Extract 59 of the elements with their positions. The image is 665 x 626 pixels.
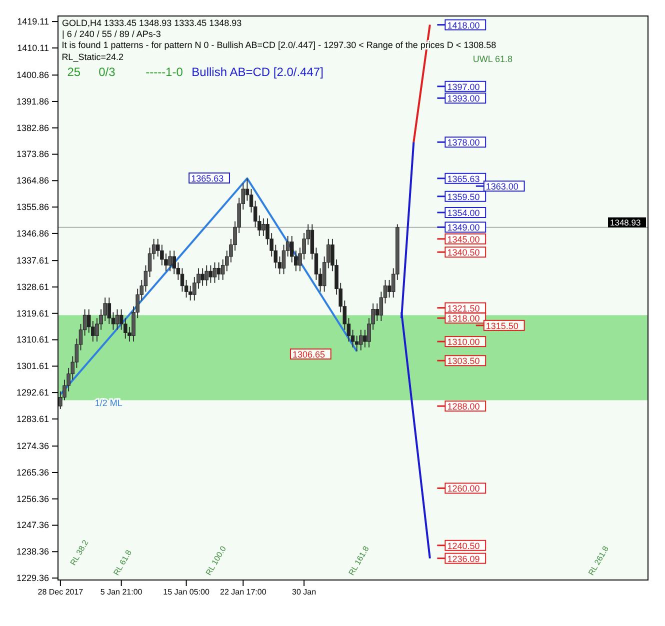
y-tick-label: 1283.61	[16, 414, 49, 424]
ref-line-label: 1240.50	[447, 540, 480, 551]
text: | 6 / 240 / 55 / 89 / APs-3	[62, 29, 161, 39]
ref-line-label: 1348.93	[610, 217, 641, 228]
annotation: 1/2 ML	[94, 398, 122, 408]
y-tick-label: 1301.61	[16, 361, 49, 372]
ref-line-label: 1315.50	[486, 320, 518, 331]
y-tick-label: 1328.61	[16, 282, 49, 292]
ref-line-label: 1363.00	[486, 182, 518, 192]
y-tick-label: 1382.86	[16, 122, 49, 133]
x-tick-label: 5 Jan 21:00	[100, 588, 143, 597]
ref-line-label: 1365.63	[447, 174, 480, 184]
y-tick-label: 1400.86	[16, 70, 49, 80]
annotation: 25	[67, 65, 81, 79]
y-tick-label: 1373.86	[16, 149, 49, 160]
y-tick-label: 1256.36	[16, 494, 49, 504]
ref-line-label: 1310.00	[447, 337, 480, 348]
annotation: RL_Static=24.2	[62, 52, 124, 62]
ref-line-label: 1340.50	[447, 248, 480, 258]
y-tick-label: 1238.36	[16, 546, 49, 557]
ref-line-label: 1321.50	[447, 303, 480, 314]
x-tick-label: 22 Jan 17:00	[220, 588, 267, 597]
ref-line-label: 1260.00	[447, 484, 480, 494]
y-tick-label: 1391.86	[16, 96, 49, 106]
ref-line-label: 1354.00	[447, 208, 480, 218]
ref-line-label: 1303.50	[447, 356, 480, 366]
y-tick-label: 1364.86	[16, 176, 49, 186]
y-tick-label: 1355.86	[16, 202, 49, 212]
ref-line-label: 1349.00	[447, 222, 480, 233]
ref-line-label: 1397.00	[447, 82, 480, 92]
y-tick-label: 1229.36	[16, 572, 49, 583]
annotation: 0/3	[98, 65, 116, 79]
annotation: 1365.63	[191, 174, 224, 184]
y-tick-label: 1265.36	[16, 467, 49, 478]
ref-line-label: 1345.00	[447, 234, 480, 244]
y-tick-label: 1337.61	[16, 255, 49, 266]
y-tick-label: 1346.86	[16, 228, 49, 238]
ref-line-label: 1378.00	[447, 138, 480, 148]
ref-line-label: 1318.00	[447, 314, 480, 324]
chart-title: GOLD,H4 1333.45 1348.93 1333.45 1348.93	[62, 18, 242, 28]
y-tick-label: 1274.36	[16, 440, 49, 451]
x-tick-label: 15 Jan 05:00	[163, 588, 210, 597]
text: UWL 61.8	[472, 54, 513, 64]
x-tick-label: 28 Dec 2017	[38, 588, 84, 597]
y-tick-label: 1419.11	[17, 16, 49, 26]
annotation: Bullish AB=CD [2.0/.447]	[192, 65, 324, 79]
annotation: 1306.65	[292, 350, 326, 360]
ref-line-label: 1418.00	[447, 20, 480, 30]
y-tick-label: 1247.36	[16, 520, 49, 530]
y-tick-label: 1319.61	[16, 308, 49, 318]
ref-line-label: 1393.00	[447, 94, 480, 104]
ref-line-label: 1236.09	[447, 554, 480, 564]
y-tick-label: 1292.61	[16, 387, 49, 398]
ref-line-label: 1288.00	[447, 402, 480, 412]
y-tick-label: 1310.61	[16, 334, 49, 345]
annotation: -----1-0	[146, 65, 184, 79]
x-tick-label: 30 Jan	[292, 588, 316, 597]
ref-line-label: 1359.50	[447, 192, 480, 202]
y-tick-label: 1410.11	[17, 42, 49, 53]
